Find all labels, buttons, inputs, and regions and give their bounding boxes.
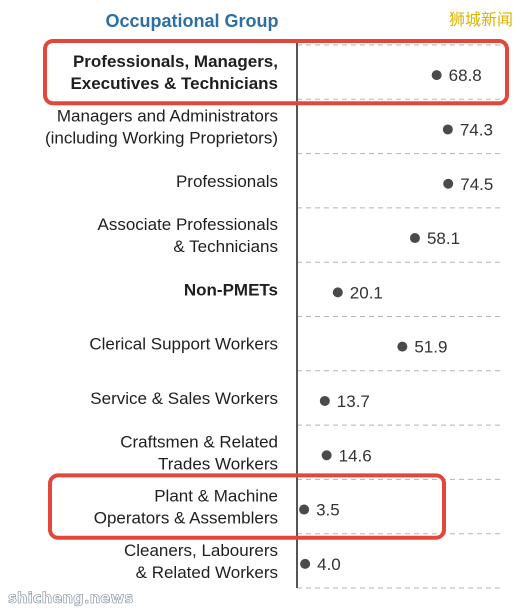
category-label: Trades Workers [158,454,278,473]
highlight-box [48,473,446,540]
category-label: Executives & Technicians [70,74,278,93]
data-point [409,233,420,244]
data-point [300,558,311,569]
watermark-bottom: shicheng.news [8,589,133,607]
data-label: 3.5 [316,501,340,520]
data-label: 51.9 [414,338,447,357]
data-label: 74.3 [460,120,493,139]
data-label: 58.1 [427,229,460,248]
data-point [321,450,332,461]
highlight-box [43,39,509,106]
highlight-boxes [43,39,509,540]
data-point [319,395,330,406]
gridlines [297,44,500,589]
data-label: 13.7 [337,392,370,411]
data-point [431,70,442,81]
category-label: Professionals, Managers, [73,52,278,71]
category-label: Service & Sales Workers [90,389,278,408]
category-label: Non-PMETs [184,280,278,299]
data-label: 14.6 [339,446,372,465]
data-label: 74.5 [460,175,493,194]
category-label: (including Working Proprietors) [45,128,278,147]
chart-header: Occupational Group [105,11,278,31]
data-point [443,178,454,189]
category-label: Operators & Assemblers [94,509,278,528]
data-point [332,287,343,298]
category-label: Managers and Administrators [57,106,278,125]
data-label: 68.8 [449,66,482,85]
category-label: Cleaners, Labourers [124,541,278,560]
data-label: 20.1 [350,283,383,302]
category-labels: Professionals, Managers, Executives & Tec… [45,52,278,582]
category-label: & Technicians [173,237,278,256]
category-label: Associate Professionals [98,215,278,234]
data-point [299,504,310,515]
data-points: 68.8 74.3 74.5 58.1 20.1 51.9 13.7 14.6 3.5 4.0 [299,66,493,574]
data-point [397,341,408,352]
category-label: Professionals [176,172,278,191]
watermark-top: 狮城新闻 [449,10,513,29]
data-label: 4.0 [317,555,341,574]
category-label: & Related Workers [136,563,278,582]
category-label: Craftsmen & Related [120,432,278,451]
category-label: Clerical Support Workers [89,335,278,354]
data-point [442,124,453,135]
category-label: Plant & Machine [154,487,278,506]
